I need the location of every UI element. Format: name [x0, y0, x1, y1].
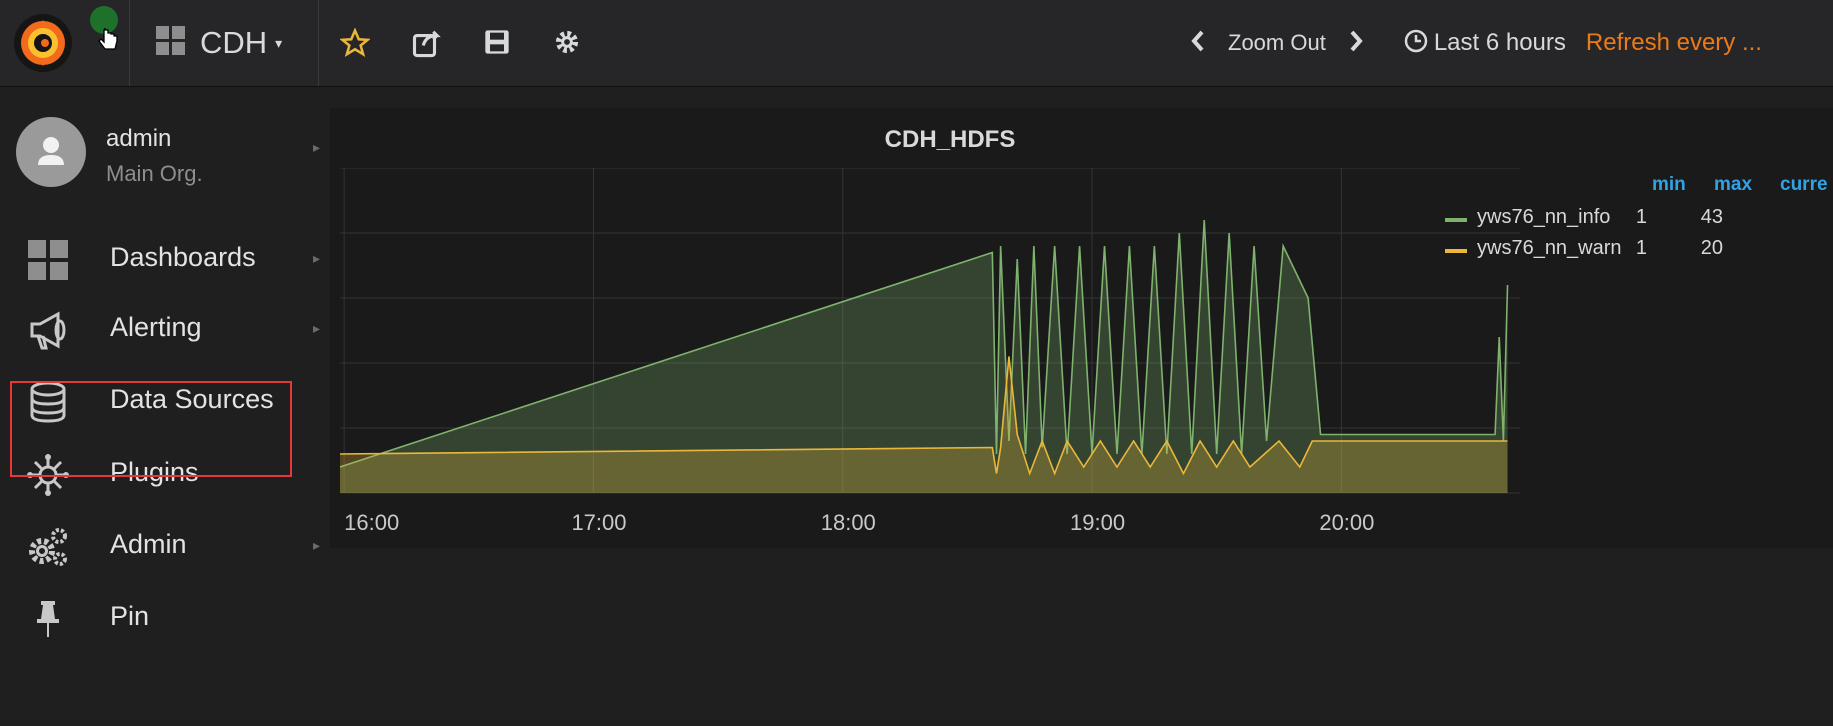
legend-header-max[interactable]: max — [1714, 174, 1753, 195]
time-controls: Zoom Out Last 6 hours Refresh every ... — [1190, 22, 1762, 64]
x-tick-label: 19:00 — [1070, 510, 1126, 535]
legend-header-min[interactable]: min — [1652, 174, 1686, 195]
series-area-yws76_nn_info — [340, 220, 1508, 493]
chevron-right-icon: ▸ — [313, 537, 321, 553]
hand-pointer-icon — [98, 27, 120, 59]
legend-item[interactable]: yws76_nn_info 1 43 — [1445, 206, 1833, 236]
sidebar-item-label: Dashboards — [110, 242, 256, 272]
share-icon[interactable] — [412, 28, 442, 63]
x-tick-label: 18:00 — [820, 510, 876, 535]
save-icon[interactable] — [483, 28, 511, 61]
sidebar-item-label: Pin — [110, 601, 150, 631]
legend-series-name[interactable]: yws76_nn_warn — [1477, 237, 1622, 259]
chevron-right-icon: ▸ — [313, 320, 321, 336]
sidebar-item-label: Alerting — [110, 312, 202, 342]
chevron-right-icon[interactable] — [1348, 29, 1364, 58]
star-icon[interactable] — [339, 27, 371, 63]
grafana-logo-icon[interactable] — [14, 14, 72, 72]
grid-lines — [340, 168, 1520, 494]
dashboard-title: CDH — [200, 25, 268, 60]
x-tick-label: 17:00 — [571, 510, 627, 535]
legend-max-value: 43 — [1700, 206, 1723, 228]
series-area-yws76_nn_warn — [340, 356, 1508, 493]
series-layer — [340, 219, 1509, 493]
sidebar-item-label: Data Sources — [110, 384, 274, 414]
caret-down-icon: ▾ — [275, 34, 283, 51]
legend-series-name[interactable]: yws76_nn_info — [1477, 206, 1611, 228]
graph-panel[interactable]: CDH_HDFS 16:00 17:00 18:00 19:00 20:00 min m… — [330, 108, 1833, 548]
database-icon — [26, 380, 70, 424]
time-range-picker[interactable]: Last 6 hours — [1433, 29, 1566, 56]
graph-plot[interactable] — [340, 168, 1520, 513]
side-menu: admin Main Org. ▸ Dashboards ▸ Alerting … — [0, 87, 330, 726]
user-profile[interactable]: admin Main Org. — [16, 117, 330, 193]
sidebar-item-label: Admin — [110, 529, 187, 559]
legend-swatch[interactable] — [1445, 249, 1467, 253]
legend-header-current[interactable]: curre — [1780, 174, 1828, 195]
settings-icon[interactable] — [553, 28, 581, 61]
admin-cogs-icon — [26, 525, 70, 569]
annotation-highlight-box — [10, 381, 292, 477]
chevron-right-icon: ▸ — [313, 250, 321, 266]
panel-title[interactable]: CDH_HDFS — [884, 126, 1016, 153]
legend-max-value: 20 — [1700, 237, 1723, 259]
top-navbar: CDH ▾ Zoom Out Last 6 hours Refresh ever… — [0, 0, 1833, 87]
alerting-megaphone-icon — [26, 308, 70, 352]
chevron-left-icon[interactable] — [1190, 29, 1206, 58]
dashboards-icon — [26, 238, 70, 282]
legend-min-value: 1 — [1635, 206, 1647, 228]
sidebar-item-pin[interactable]: Pin — [0, 581, 330, 653]
x-tick-label: 16:00 — [344, 510, 400, 535]
legend-min-value: 1 — [1635, 237, 1647, 259]
pin-icon — [26, 597, 70, 641]
sidebar-item-plugins[interactable]: Plugins — [0, 437, 330, 509]
clock-icon — [1404, 29, 1428, 58]
user-name: admin — [106, 125, 172, 152]
sidebar-item-dashboards[interactable]: Dashboards ▸ — [0, 222, 330, 294]
user-org: Main Org. — [106, 161, 203, 186]
series-line-yws76_nn_warn — [340, 356, 1508, 476]
x-tick-label: 20:00 — [1319, 510, 1375, 535]
chevron-right-icon: ▸ — [313, 139, 321, 155]
dashboards-grid-icon — [156, 25, 186, 61]
sidebar-item-alerting[interactable]: Alerting ▸ — [0, 292, 330, 364]
series-line-yws76_nn_info — [340, 219, 1509, 468]
zoom-out-button[interactable]: Zoom Out — [1228, 30, 1326, 55]
legend-swatch[interactable] — [1445, 218, 1467, 222]
avatar — [16, 117, 86, 187]
sidebar-item-admin[interactable]: Admin ▸ — [0, 509, 330, 581]
logo-cell[interactable] — [0, 0, 130, 86]
dashboard-picker[interactable]: CDH ▾ — [130, 0, 319, 86]
sidebar-item-data-sources[interactable]: Data Sources — [0, 364, 330, 436]
refresh-picker[interactable]: Refresh every ... — [1585, 29, 1762, 56]
sidebar-item-label: Plugins — [110, 457, 199, 487]
legend-item[interactable]: yws76_nn_warn 1 20 — [1445, 237, 1833, 267]
